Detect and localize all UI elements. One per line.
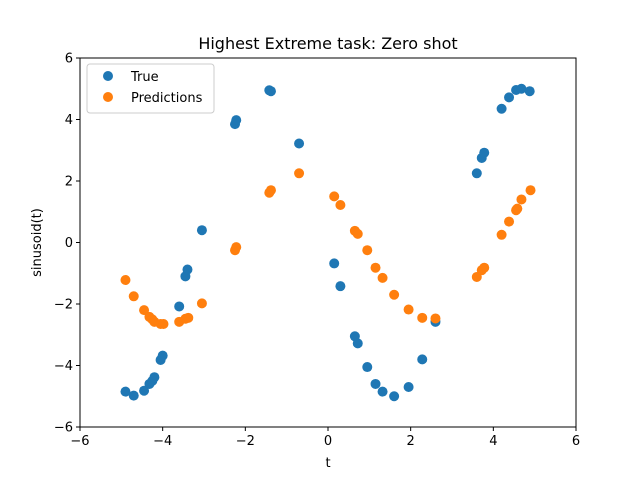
data-point-predictions <box>120 275 131 286</box>
legend-marker-true <box>103 71 113 81</box>
data-point-predictions <box>504 216 515 227</box>
y-tick-label: 6 <box>65 52 73 67</box>
data-point-predictions <box>479 262 490 273</box>
legend-label-true: True <box>130 70 159 85</box>
y-tick-label: 0 <box>65 236 73 251</box>
data-point-predictions <box>158 318 169 329</box>
data-point-true <box>139 385 150 396</box>
data-point-true <box>479 147 490 158</box>
data-point-true <box>294 138 305 149</box>
data-point-true <box>335 281 346 292</box>
x-tick-label: −2 <box>236 434 255 449</box>
data-point-true <box>496 103 507 114</box>
legend-box <box>86 63 215 114</box>
data-point-true <box>516 83 527 94</box>
x-tick-label: 4 <box>489 434 497 449</box>
y-tick-label: −4 <box>54 359 73 374</box>
data-point-true <box>471 168 482 179</box>
data-point-predictions <box>265 185 276 196</box>
data-point-predictions <box>335 199 346 210</box>
data-point-predictions <box>389 289 400 300</box>
data-points <box>120 83 536 402</box>
data-point-true <box>504 92 515 103</box>
chart-title: Highest Extreme task: Zero shot <box>198 34 457 53</box>
data-point-true <box>231 115 242 126</box>
data-point-true <box>370 378 381 389</box>
data-point-true <box>265 86 276 97</box>
y-tick-label: −2 <box>54 298 73 313</box>
x-tick-label: −6 <box>70 434 89 449</box>
data-point-predictions <box>430 313 441 324</box>
x-tick-label: 6 <box>572 434 580 449</box>
legend-marker-predictions <box>103 92 113 102</box>
data-point-true <box>128 390 139 401</box>
data-point-true <box>182 264 193 275</box>
legend-label-predictions: Predictions <box>131 91 203 106</box>
data-point-predictions <box>231 242 242 253</box>
x-axis-label: t <box>325 456 330 471</box>
data-point-predictions <box>352 228 363 239</box>
data-point-true <box>524 86 535 97</box>
data-point-predictions <box>496 229 507 240</box>
data-point-true <box>403 382 414 393</box>
data-point-predictions <box>183 312 194 323</box>
x-tick-label: 0 <box>324 434 332 449</box>
data-point-predictions <box>196 298 207 309</box>
data-point-predictions <box>512 203 523 214</box>
data-point-true <box>352 338 363 349</box>
data-point-true <box>389 391 400 402</box>
y-tick-label: −6 <box>54 421 73 436</box>
data-point-predictions <box>370 262 381 273</box>
data-point-true <box>417 354 428 365</box>
y-axis-ticks: −6 −4 −2 0 2 4 6 <box>54 52 80 436</box>
data-point-predictions <box>128 291 139 302</box>
data-point-true <box>377 386 388 397</box>
data-point-predictions <box>377 272 388 283</box>
data-point-predictions <box>362 245 373 256</box>
data-point-predictions <box>525 185 536 196</box>
data-point-true <box>120 386 131 397</box>
x-axis-ticks: −6 −4 −2 0 2 4 6 <box>70 427 580 449</box>
x-tick-label: −4 <box>153 434 172 449</box>
data-point-true <box>157 350 168 361</box>
data-point-true <box>329 258 340 269</box>
y-tick-label: 4 <box>65 113 73 128</box>
data-point-predictions <box>329 191 340 202</box>
y-axis-label: sinusoid(t) <box>30 208 45 277</box>
data-point-predictions <box>294 168 305 179</box>
x-tick-label: 2 <box>407 434 415 449</box>
data-point-true <box>149 372 160 383</box>
data-point-predictions <box>516 194 527 205</box>
data-point-true <box>362 362 373 373</box>
data-point-true <box>196 225 207 236</box>
y-tick-label: 2 <box>65 175 73 190</box>
legend: True Predictions <box>86 63 215 114</box>
data-point-predictions <box>403 304 414 315</box>
data-point-predictions <box>139 305 150 316</box>
data-point-predictions <box>417 312 428 323</box>
data-point-true <box>174 301 185 312</box>
